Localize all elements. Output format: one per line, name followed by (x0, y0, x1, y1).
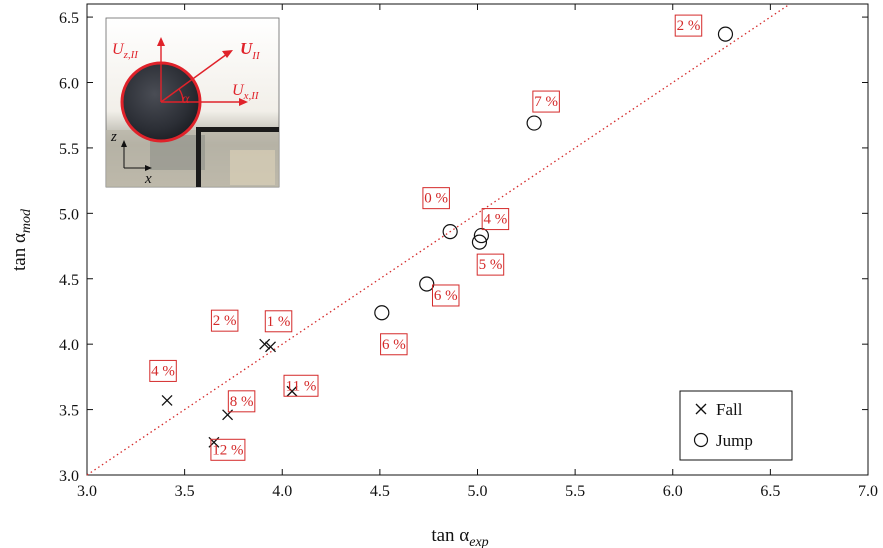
point-label-text: 11 % (286, 378, 317, 394)
y-tick-label: 5.0 (59, 206, 79, 223)
x-tick-label: 7.0 (858, 483, 878, 500)
point-label: 4 % (481, 208, 510, 231)
point-label-text: 4 % (484, 212, 508, 228)
x-tick-label: 3.5 (175, 483, 195, 500)
point-label-box (476, 253, 505, 276)
x-tick-label: 5.0 (468, 483, 488, 500)
point-label-box (210, 438, 246, 461)
x-tick-label: 6.5 (760, 483, 780, 500)
legend-fall-label: Fall (716, 400, 743, 419)
point-label: 4 % (149, 359, 177, 382)
inset-alpha-label: α (182, 92, 190, 107)
point-label-text: 2 % (213, 313, 237, 329)
y-axis-label: tan αmod (9, 208, 34, 271)
point-label: 6 % (431, 284, 460, 307)
point-label-text: 4 % (151, 363, 175, 379)
jump-point (717, 26, 734, 42)
point-label-text: 7 % (534, 94, 558, 110)
legend-jump-marker (693, 432, 709, 448)
jump-point (473, 227, 490, 244)
inset-edge-horizontal (196, 127, 279, 132)
inset-z-label: z (110, 129, 117, 145)
inset-vectors (157, 37, 248, 106)
y-tick-label: 4.0 (59, 337, 79, 354)
point-label: 8 % (227, 390, 256, 413)
point-label-box (481, 208, 510, 231)
y-tick-label: 4.5 (59, 272, 79, 289)
point-label-box (380, 333, 408, 356)
point-label: 12 % (210, 438, 246, 461)
legend-fall-marker (695, 403, 707, 415)
x-tick-label: 4.5 (370, 483, 390, 500)
x-tick-label: 3.0 (77, 483, 97, 500)
point-label: 1 % (264, 310, 293, 333)
jump-point (442, 224, 458, 240)
point-label-text: 0 % (424, 191, 448, 207)
point-label: 7 % (532, 90, 560, 113)
fall-point-stroke (161, 394, 173, 406)
point-label-text: 2 % (677, 18, 701, 34)
point-label: 2 % (674, 14, 703, 37)
y-tick-label: 3.0 (59, 468, 79, 485)
point-label: 6 % (380, 333, 408, 356)
point-label-text: 6 % (434, 288, 458, 304)
legend-jump-label: Jump (716, 431, 753, 450)
fall-point (161, 394, 173, 406)
point-label-text: 6 % (382, 337, 406, 353)
fall-point (286, 385, 298, 397)
y-tick-label: 6.0 (59, 76, 79, 93)
fall-point (265, 341, 276, 353)
x-tick-label: 5.5 (565, 483, 585, 500)
point-label-box (149, 359, 177, 382)
y-tick-label: 6.5 (59, 10, 79, 27)
point-label-box (422, 187, 450, 210)
point-label-text: 5 % (479, 257, 503, 273)
axis-ticks: 3.0 3.5 4.0 4.5 5.0 5.5 6.0 6.5 7.0 3.0 3.5 4.0 4.5 5… (59, 4, 878, 500)
point-label-box (264, 310, 293, 333)
point-label: 5 % (476, 253, 505, 276)
y-tick-label: 5.5 (59, 141, 79, 158)
x-axis-label: tan αexp (431, 525, 488, 548)
jump-point (526, 115, 542, 131)
fall-point-stroke (259, 338, 271, 350)
fall-point-stroke (286, 385, 298, 397)
point-annotations: 4 % 12 % 8 % 2 % 1 % 11 % 6 % 6 % 0 % 5 % 4 % 7 % 2 … (149, 14, 703, 461)
point-label: 0 % (422, 187, 450, 210)
fall-point-stroke (265, 341, 276, 353)
inset-edge-vertical (196, 127, 201, 187)
point-label-box (431, 284, 460, 307)
legend-box (679, 390, 793, 461)
point-label-box (674, 14, 703, 37)
point-label: 11 % (283, 374, 319, 397)
point-label-box (210, 309, 239, 332)
x-tick-label: 4.0 (272, 483, 292, 500)
jump-point (419, 276, 435, 292)
fall-point (259, 338, 271, 350)
point-label: 2 % (210, 309, 239, 332)
legend: Fall Jump (679, 390, 793, 461)
inset-coord-axes (121, 140, 152, 171)
inset-u-label: UII (240, 39, 261, 62)
point-label-box (227, 390, 256, 413)
x-tick-label: 6.0 (663, 483, 683, 500)
inset-x-label: x (144, 171, 152, 187)
point-label-box (532, 90, 560, 113)
point-label-text: 8 % (230, 394, 254, 410)
reference-line (86, 3, 791, 476)
y-tick-label: 3.5 (59, 403, 79, 420)
point-label-box (283, 374, 319, 397)
identity-line (86, 3, 791, 476)
inset-ux-label: Ux,II (232, 82, 260, 102)
jump-point (374, 305, 390, 321)
inset-water-patch-2 (230, 150, 275, 185)
inset-uz-label: Uz,II (112, 41, 139, 61)
inset-photo: Uz,II UII Ux,II α z x (105, 17, 280, 188)
point-label-text: 1 % (267, 314, 291, 330)
point-label-text: 12 % (212, 442, 243, 458)
jump-point (471, 234, 488, 250)
